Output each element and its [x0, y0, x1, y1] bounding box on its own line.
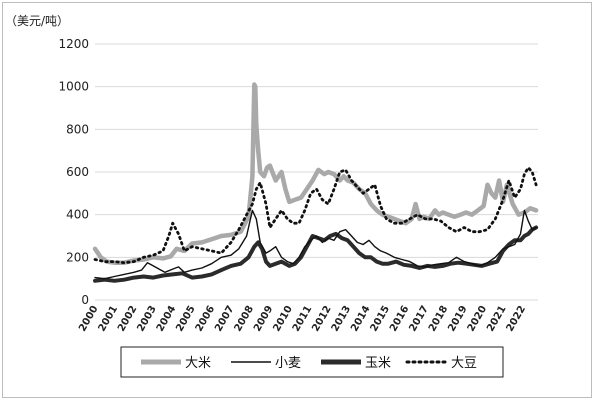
y-tick-label: 1200: [58, 37, 89, 51]
chart-frame: （美元/吨） 0 200 400 600 800 1000 1200 2000 2001 200…: [2, 2, 592, 398]
y-tick-label: 200: [66, 250, 89, 264]
y-tick-label: 1000: [58, 80, 89, 94]
series-line-corn: [93, 225, 539, 283]
y-tick-label: 0: [81, 293, 89, 307]
series-lines: [92, 82, 539, 283]
legend-label-soybean: 大豆: [451, 356, 477, 371]
y-tick-label: 800: [66, 122, 89, 136]
y-unit-label: （美元/吨）: [5, 14, 69, 28]
series-line-soybean: [93, 166, 538, 265]
line-chart: （美元/吨） 0 200 400 600 800 1000 1200 20002001200…: [5, 14, 539, 378]
y-tick-label: 400: [66, 208, 89, 222]
series-line-rice: [92, 82, 539, 265]
x-tick-label: 2022: [505, 304, 528, 334]
legend-label-corn: 玉米: [365, 356, 391, 371]
legend: 大米 小麦 玉米 大豆: [120, 346, 504, 378]
legend-label-wheat: 小麦: [275, 356, 301, 371]
x-axis-ticks: 2000200120022003200420052006200720082009…: [77, 304, 528, 334]
series-line-wheat: [94, 209, 537, 280]
legend-label-rice: 大米: [185, 356, 211, 371]
y-axis-ticks: 0 200 400 600 800 1000 1200: [58, 37, 89, 307]
y-tick-label: 600: [66, 165, 89, 179]
